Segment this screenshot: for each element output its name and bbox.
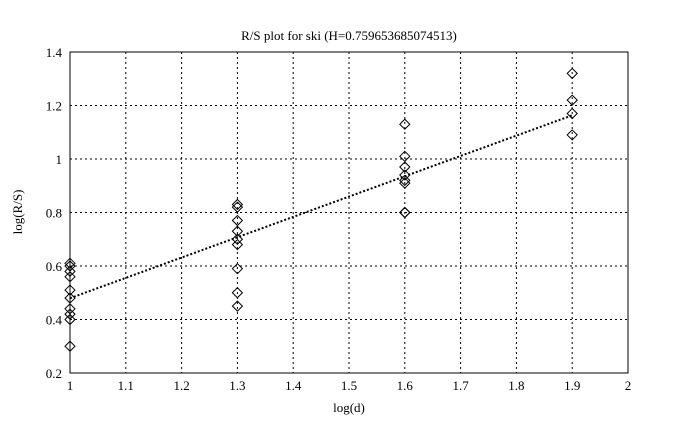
y-tick-label: 0.8 [46, 206, 62, 221]
data-point [231, 262, 244, 275]
y-tick-label: 1 [56, 152, 63, 167]
x-tick-label: 1.7 [452, 378, 469, 393]
x-tick-label: 1.9 [564, 378, 580, 393]
data-point [231, 233, 244, 245]
y-tick-label: 0.2 [46, 366, 62, 381]
data-point [566, 129, 578, 141]
x-tick-label: 1.8 [508, 378, 524, 393]
x-tick-label: 1.1 [118, 378, 134, 393]
y-tick-label: 0.4 [46, 313, 63, 328]
x-tick-label: 1.4 [285, 378, 302, 393]
y-axis-label: log(R/S) [10, 190, 25, 235]
data-point [399, 206, 411, 219]
y-tick-label: 0.6 [46, 259, 63, 274]
chart-title: R/S plot for ski (H=0.759653685074513) [241, 28, 457, 43]
x-tick-label: 1.3 [229, 378, 245, 393]
data-point [566, 94, 578, 106]
x-tick-label: 1 [67, 378, 74, 393]
data-point [399, 161, 411, 173]
x-tick-label: 1.6 [397, 378, 414, 393]
data-point [399, 174, 411, 187]
fit-line [69, 114, 573, 300]
data-point [399, 177, 411, 189]
data-point [566, 107, 578, 120]
plot-frame [69, 51, 629, 374]
y-tick-label: 1.2 [46, 99, 62, 114]
x-axis-label: log(d) [333, 400, 365, 415]
data-point [231, 225, 244, 237]
data-point [231, 201, 244, 213]
x-tick-label: 2 [625, 378, 632, 393]
data-point [231, 198, 244, 211]
data-point [231, 238, 244, 251]
x-tick-label: 1.2 [173, 378, 189, 393]
data-point [231, 300, 244, 312]
y-tick-label: 1.4 [46, 45, 63, 60]
data-point [399, 118, 411, 130]
x-tick-label: 1.5 [341, 378, 357, 393]
data-point [399, 169, 411, 181]
data-point [231, 287, 244, 299]
data-point [566, 67, 578, 80]
